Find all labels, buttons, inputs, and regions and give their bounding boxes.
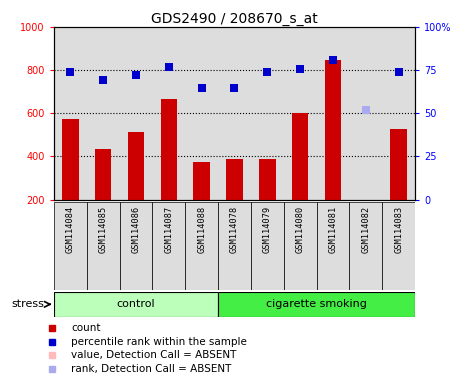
- Text: GSM114086: GSM114086: [131, 206, 141, 253]
- Text: GSM114078: GSM114078: [230, 206, 239, 253]
- Bar: [284, 202, 317, 290]
- Bar: [382, 202, 415, 290]
- Text: GSM114087: GSM114087: [164, 206, 174, 253]
- Text: GSM114079: GSM114079: [263, 206, 272, 253]
- Bar: [226, 159, 242, 200]
- Text: rank, Detection Call = ABSENT: rank, Detection Call = ABSENT: [71, 364, 232, 374]
- Bar: [251, 27, 284, 200]
- Bar: [152, 202, 185, 290]
- Text: GSM114081: GSM114081: [328, 206, 338, 253]
- Text: control: control: [117, 299, 155, 310]
- Text: GSM114088: GSM114088: [197, 206, 206, 253]
- Bar: [87, 202, 120, 290]
- Bar: [160, 99, 177, 200]
- Text: GSM114085: GSM114085: [98, 206, 108, 253]
- Bar: [349, 27, 382, 200]
- Bar: [128, 132, 144, 200]
- Bar: [259, 159, 275, 200]
- Bar: [120, 27, 152, 200]
- Bar: [87, 27, 120, 200]
- Text: cigarette smoking: cigarette smoking: [266, 299, 367, 310]
- Bar: [62, 119, 78, 200]
- Bar: [218, 292, 415, 317]
- Text: value, Detection Call = ABSENT: value, Detection Call = ABSENT: [71, 351, 236, 361]
- Bar: [54, 27, 87, 200]
- Bar: [390, 129, 407, 200]
- Bar: [317, 27, 349, 200]
- Bar: [325, 60, 341, 200]
- Text: GSM114082: GSM114082: [361, 206, 371, 253]
- Bar: [95, 149, 111, 200]
- Bar: [193, 162, 210, 200]
- Text: GSM114080: GSM114080: [295, 206, 305, 253]
- Bar: [54, 202, 87, 290]
- Bar: [317, 202, 349, 290]
- Title: GDS2490 / 208670_s_at: GDS2490 / 208670_s_at: [151, 12, 318, 26]
- Bar: [382, 27, 415, 200]
- Bar: [284, 27, 317, 200]
- Bar: [54, 292, 218, 317]
- Text: percentile rank within the sample: percentile rank within the sample: [71, 336, 247, 346]
- Text: GSM114084: GSM114084: [66, 206, 75, 253]
- Bar: [349, 202, 382, 290]
- Bar: [185, 202, 218, 290]
- Text: count: count: [71, 323, 101, 333]
- Bar: [218, 27, 251, 200]
- Bar: [251, 202, 284, 290]
- Bar: [120, 202, 152, 290]
- Bar: [185, 27, 218, 200]
- Text: GSM114083: GSM114083: [394, 206, 403, 253]
- Bar: [152, 27, 185, 200]
- Bar: [218, 202, 251, 290]
- Text: stress: stress: [11, 299, 44, 310]
- Bar: [292, 113, 308, 200]
